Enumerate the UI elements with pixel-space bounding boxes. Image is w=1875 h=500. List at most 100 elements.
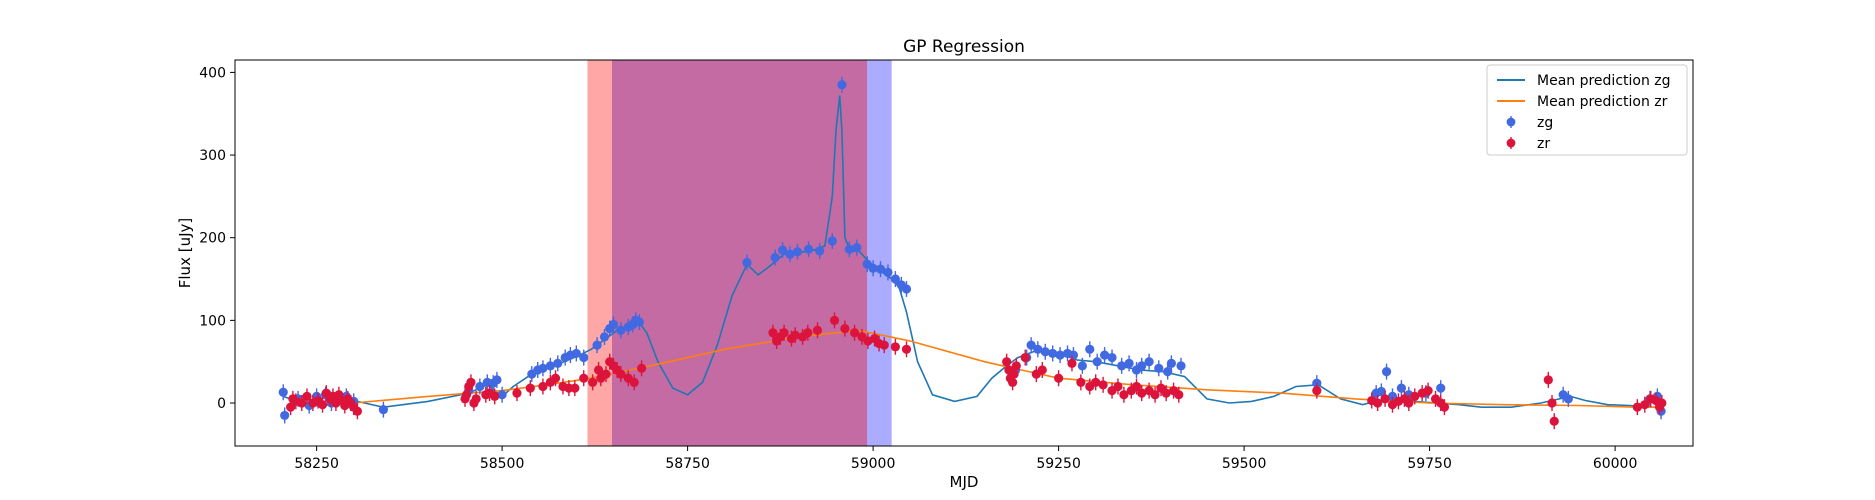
point-marker: [592, 340, 602, 350]
data-point: [883, 264, 893, 281]
y-axis-title: Flux [uJy]: [176, 218, 194, 288]
data-point: [1085, 341, 1095, 358]
point-marker: [629, 377, 639, 387]
point-marker: [1657, 398, 1667, 408]
y-tick-label: 200: [199, 231, 226, 247]
point-marker: [1076, 377, 1086, 387]
point-marker: [901, 284, 912, 294]
data-point: [803, 324, 813, 341]
point-marker: [1312, 386, 1322, 396]
data-point: [1396, 380, 1406, 397]
point-marker: [901, 344, 912, 354]
data-point: [525, 380, 535, 397]
point-marker: [570, 383, 580, 393]
point-marker: [538, 363, 548, 373]
point-marker: [490, 391, 500, 402]
y-tick-label: 100: [199, 313, 226, 329]
y-tick-label: 300: [199, 148, 226, 164]
legend: Mean prediction zg Mean prediction zr zg zr: [1486, 64, 1688, 156]
data-point: [634, 314, 644, 331]
data-point: [352, 403, 363, 420]
data-point: [579, 370, 589, 387]
legend-label: zr: [1537, 136, 1550, 152]
point-marker: [1068, 350, 1079, 360]
data-point: [471, 390, 481, 407]
y-tick-label: 0: [217, 396, 226, 412]
point-marker: [1380, 394, 1390, 404]
point-marker: [879, 340, 889, 350]
point-marker: [302, 391, 312, 402]
x-tick-label: 59250: [1036, 456, 1081, 472]
data-point: [1048, 345, 1058, 362]
data-point: [829, 312, 840, 329]
data-point: [1543, 371, 1553, 388]
data-point: [1067, 355, 1077, 372]
point-marker: [1037, 365, 1047, 375]
data-point: [1410, 388, 1420, 405]
data-point: [812, 322, 823, 339]
point-marker: [1423, 386, 1433, 396]
data-point: [297, 395, 307, 412]
data-point: [579, 349, 589, 366]
data-point: [875, 261, 886, 278]
legend-swatch: [1506, 138, 1516, 148]
data-point: [1439, 399, 1450, 416]
point-marker: [829, 315, 840, 325]
point-marker: [875, 264, 886, 274]
point-marker: [352, 406, 363, 416]
data-point: [588, 374, 598, 391]
x-axis-title: MJD: [950, 473, 979, 491]
data-point: [779, 324, 789, 341]
point-marker: [492, 375, 502, 385]
point-marker: [1026, 340, 1036, 350]
point-marker: [1085, 344, 1095, 354]
point-marker: [1113, 381, 1123, 392]
data-point: [1107, 349, 1117, 366]
point-marker: [790, 330, 800, 340]
data-point: [1037, 361, 1047, 378]
plot-frame: [234, 59, 1694, 447]
data-point: [599, 328, 610, 345]
point-marker: [837, 80, 847, 90]
data-point: [1011, 357, 1021, 374]
point-marker: [1137, 361, 1147, 371]
data-point: [592, 337, 602, 354]
y-tick-label: 400: [199, 65, 226, 81]
data-point: [1563, 390, 1573, 407]
point-marker: [553, 358, 563, 368]
point-marker: [1632, 402, 1642, 412]
point-marker: [1396, 383, 1406, 393]
legend-box: [1486, 64, 1688, 156]
point-marker: [616, 325, 626, 335]
point-marker: [1404, 398, 1414, 408]
data-point: [490, 388, 500, 405]
point-marker: [525, 383, 535, 393]
point-marker: [1040, 347, 1050, 357]
data-point: [768, 324, 778, 341]
data-point: [1154, 360, 1164, 377]
data-point: [1404, 395, 1414, 412]
point-marker: [280, 410, 290, 421]
point-marker: [770, 252, 780, 263]
data-point: [1166, 355, 1176, 372]
point-marker: [844, 244, 854, 254]
data-point: [629, 374, 639, 391]
point-marker: [1119, 390, 1129, 400]
point-marker: [840, 324, 850, 334]
point-marker: [1098, 380, 1108, 390]
data-point: [1033, 341, 1043, 358]
data-point: [466, 374, 476, 391]
point-marker: [1011, 361, 1021, 371]
point-marker: [849, 328, 860, 338]
point-marker: [1543, 375, 1553, 385]
point-marker: [883, 267, 893, 278]
data-point: [608, 316, 619, 333]
data-point: [616, 366, 626, 383]
point-marker: [890, 342, 900, 352]
data-point: [1423, 382, 1433, 399]
data-point: [827, 233, 837, 250]
data-point: [901, 341, 912, 358]
data-point: [890, 271, 900, 288]
data-point: [601, 366, 611, 383]
